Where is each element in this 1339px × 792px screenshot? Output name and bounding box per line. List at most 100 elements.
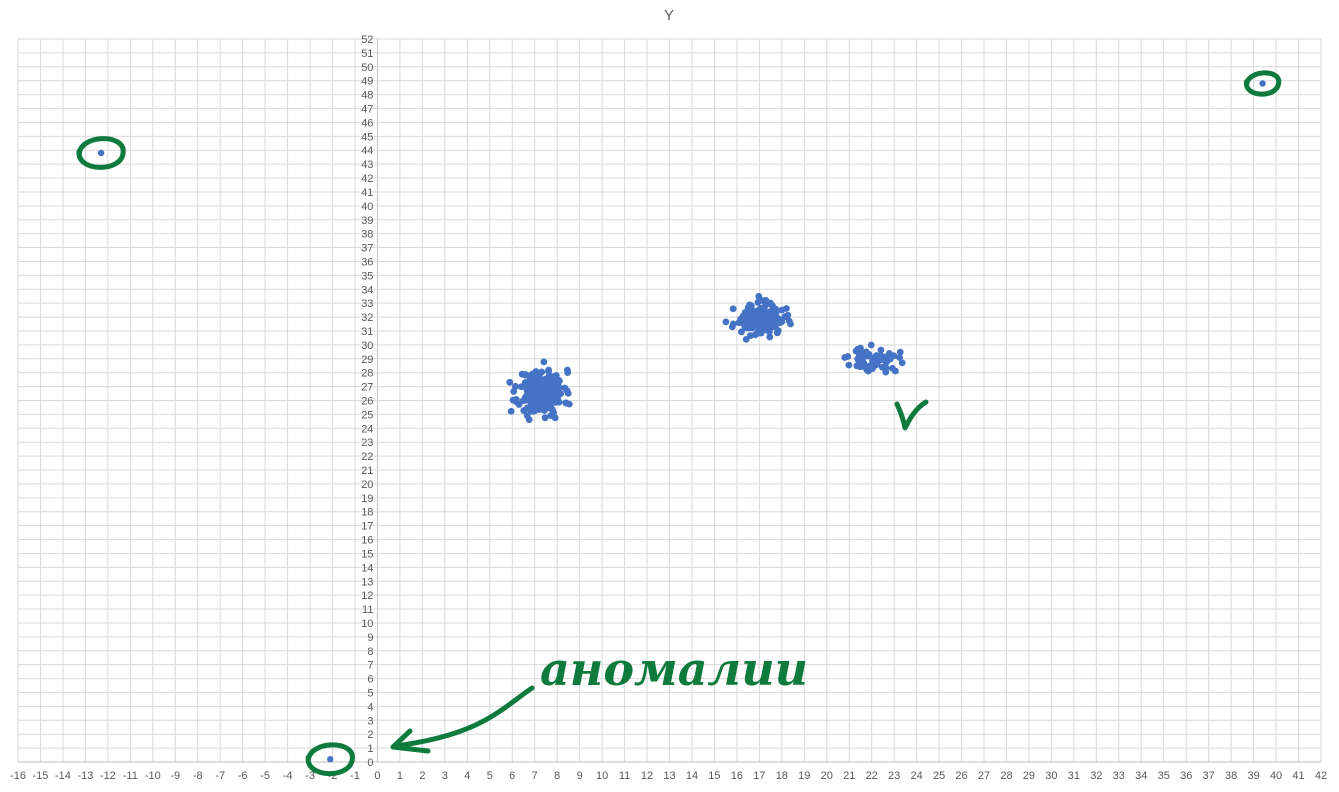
y-tick-label: 39 xyxy=(361,215,373,227)
x-tick-label: -5 xyxy=(260,770,270,782)
x-tick-label: 41 xyxy=(1292,770,1304,782)
data-point xyxy=(729,320,737,328)
y-tick-label: 35 xyxy=(361,270,373,282)
handwritten-annotations: аномалии xyxy=(76,70,1282,777)
x-tick-label: 34 xyxy=(1135,770,1147,782)
chart-title: Y xyxy=(664,7,674,24)
x-tick-label: -3 xyxy=(305,770,315,782)
y-tick-label: 1 xyxy=(367,743,373,755)
outlier-circle-mark xyxy=(305,742,355,777)
outlier-point xyxy=(1259,80,1266,87)
annotation-arrowhead xyxy=(390,728,431,754)
x-tick-label: -7 xyxy=(215,770,225,782)
y-tick-label: 46 xyxy=(361,117,373,129)
data-point xyxy=(896,348,904,356)
y-tick-label: 17 xyxy=(361,521,373,533)
data-point xyxy=(738,328,745,336)
data-point xyxy=(525,416,533,423)
x-tick-label: 5 xyxy=(487,770,493,782)
data-point xyxy=(510,388,518,395)
x-tick-label: 15 xyxy=(708,770,720,782)
x-tick-label: -6 xyxy=(238,770,248,782)
y-tick-label: 26 xyxy=(361,396,373,408)
data-point xyxy=(544,390,552,398)
x-tick-label: 25 xyxy=(933,770,945,782)
x-tick-label: 29 xyxy=(1023,770,1035,782)
data-point xyxy=(529,377,537,384)
data-point xyxy=(529,400,537,408)
x-tick-label: 8 xyxy=(554,770,560,782)
y-tick-label: 52 xyxy=(361,34,373,46)
data-point xyxy=(531,407,539,415)
y-tick-label: 27 xyxy=(361,382,373,394)
y-tick-label: 9 xyxy=(367,632,373,644)
y-tick-label: 16 xyxy=(361,535,373,547)
data-point xyxy=(841,354,849,361)
data-point xyxy=(878,363,886,371)
data-point xyxy=(766,300,774,308)
y-tick-label: 28 xyxy=(361,368,373,380)
y-tick-label: 50 xyxy=(361,62,373,74)
y-tick-label: 31 xyxy=(361,326,373,338)
x-tick-label: 3 xyxy=(442,770,448,782)
x-tick-label: 27 xyxy=(978,770,990,782)
x-tick-label: 38 xyxy=(1225,770,1237,782)
annotation-anomalies-label: аномалии xyxy=(540,642,808,696)
outlier-point xyxy=(97,149,105,157)
data-point xyxy=(777,316,785,324)
data-point xyxy=(534,392,542,399)
x-tick-label: -11 xyxy=(123,770,138,782)
data-point xyxy=(551,414,559,422)
data-point xyxy=(512,398,520,406)
y-tick-label: 13 xyxy=(361,576,373,588)
y-tick-label: 24 xyxy=(361,423,373,435)
x-tick-label: 19 xyxy=(798,770,810,782)
data-point xyxy=(890,352,898,360)
y-tick-label: 10 xyxy=(361,618,373,630)
x-tick-label: -8 xyxy=(193,770,203,782)
data-point xyxy=(766,328,773,336)
y-tick-label: 34 xyxy=(361,284,373,296)
x-tick-label: -12 xyxy=(100,770,116,782)
x-tick-label: 32 xyxy=(1090,770,1102,782)
data-point xyxy=(545,385,553,393)
y-tick-label: 6 xyxy=(367,674,373,686)
data-point xyxy=(540,358,548,366)
y-tick-label: 2 xyxy=(367,729,373,741)
x-tick-label: -1 xyxy=(350,770,360,782)
y-tick-label: 42 xyxy=(361,173,373,185)
x-tick-label: 37 xyxy=(1203,770,1215,782)
y-tick-label: 30 xyxy=(361,340,373,352)
annotation-arrow xyxy=(392,685,535,749)
y-tick-label: 37 xyxy=(361,243,373,255)
x-tick-label: 9 xyxy=(577,770,583,782)
data-points xyxy=(97,80,1266,763)
y-tick-label: 36 xyxy=(361,256,373,268)
data-point xyxy=(743,319,751,327)
data-point xyxy=(545,366,553,374)
x-tick-label: 23 xyxy=(888,770,900,782)
data-point xyxy=(845,361,853,369)
x-tick-label: -10 xyxy=(145,770,161,782)
x-tick-label: 24 xyxy=(910,770,922,782)
data-point xyxy=(772,320,780,328)
data-point xyxy=(523,386,531,394)
data-point xyxy=(548,405,556,413)
data-point xyxy=(554,388,562,396)
x-tick-label: 6 xyxy=(509,770,515,782)
x-tick-label: 13 xyxy=(663,770,675,782)
data-point xyxy=(768,312,775,320)
chart-grid xyxy=(17,38,1322,763)
data-point xyxy=(541,414,549,422)
data-point xyxy=(541,407,548,414)
data-point xyxy=(883,355,891,363)
x-tick-label: -15 xyxy=(33,770,49,782)
x-tick-label: 12 xyxy=(641,770,653,782)
data-point xyxy=(524,392,531,400)
data-point xyxy=(537,384,545,392)
data-point xyxy=(765,322,773,329)
y-axis-tick-labels: 0123456789101112131415161718192021222324… xyxy=(361,34,373,769)
x-tick-label: 30 xyxy=(1045,770,1057,782)
data-point xyxy=(772,305,779,313)
